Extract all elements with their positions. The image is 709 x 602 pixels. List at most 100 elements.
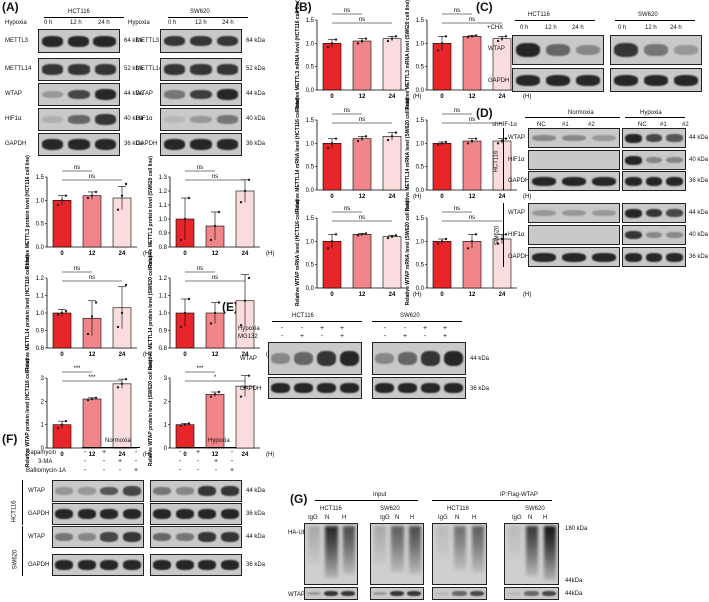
a-kda-wtap-1: 44 kDa — [124, 91, 144, 97]
bar — [352, 234, 372, 289]
data-point — [183, 423, 187, 426]
y-tick-label: 0.5 — [306, 65, 315, 71]
e-kda-44: 44 kDa — [470, 356, 490, 362]
significance-label: ns — [197, 165, 203, 171]
a-kda-gapdh-2: 36 kDa — [246, 141, 266, 147]
f-line-n — [82, 447, 140, 448]
data-point — [330, 42, 334, 45]
e-hyp: Hypoxia — [238, 326, 260, 332]
x-tick-label: 24 — [499, 94, 506, 100]
significance-label: ns — [89, 174, 95, 180]
y-axis-label: Relative METTL3 protein level (HCT116 ce… — [25, 155, 31, 269]
data-point — [64, 419, 68, 423]
c-blot-wtap-hct — [512, 35, 604, 65]
bar — [462, 140, 482, 191]
f-cell-hct: HCT116 — [11, 500, 18, 523]
a-blot-mettl3-hct — [38, 29, 120, 53]
a-row-hif-2: HIF1α — [136, 116, 153, 122]
a-time-24-2: 24 h — [222, 20, 234, 26]
data-point — [330, 240, 334, 243]
c-chx: +CHX — [487, 25, 504, 31]
data-point — [64, 194, 68, 197]
a-row-gapdh-2: GAPDH — [136, 141, 158, 147]
d-row-wtap-0: WTAP — [508, 135, 525, 141]
c-time-1: 12 h — [545, 25, 557, 31]
data-point — [116, 386, 120, 389]
d-bracket-sw — [503, 203, 504, 267]
c-line-hct — [515, 20, 595, 21]
x-tick-label: 0 — [440, 94, 444, 100]
data-point — [470, 240, 474, 243]
y-tick-label: 2 — [41, 399, 45, 405]
data-point — [330, 142, 334, 145]
data-point — [120, 311, 124, 315]
a-blot-mettl14-sw — [160, 58, 242, 81]
data-point — [60, 311, 64, 315]
y-tick-label: 0.5 — [416, 65, 425, 71]
data-point — [209, 238, 213, 242]
d-blot-wtap-n-3 — [528, 203, 620, 223]
x-tick-label: 12 — [212, 352, 219, 358]
a-row-wtap-2: WTAP — [136, 91, 153, 97]
y-tick-label: 0.8 — [159, 346, 168, 352]
f-kda-0: 44 kDa — [246, 488, 266, 494]
y-tick-label: 1.2 — [159, 276, 168, 282]
e-sign-hyp-3: + — [339, 325, 345, 332]
chart-b-wtap-sw620: 0.0 0.5 1.0 1.5 0 12 24 (H) ns ns Relative WTAP mR… — [405, 200, 531, 305]
d-row-gapdh-5: GAPDH — [508, 254, 530, 260]
significance-label: ns — [74, 165, 80, 171]
y-tick-label: 0.9 — [36, 329, 45, 335]
data-point — [120, 194, 124, 197]
y-tick-label: 2 — [164, 399, 168, 405]
bar — [432, 241, 452, 289]
data-point — [239, 395, 243, 398]
f-rapa: Rapamycin — [26, 450, 57, 456]
x-unit-label: (H) — [523, 94, 531, 100]
significance-label: *** — [73, 366, 81, 372]
a-time-12-2: 12 h — [195, 20, 207, 26]
x-unit-label: (H) — [413, 292, 421, 298]
data-point — [356, 139, 360, 143]
d-kda-5: 36 kDa — [689, 254, 709, 260]
y-tick-label: 0.8 — [159, 245, 168, 251]
a-row-mettl14-1: METTL14 — [5, 66, 32, 72]
data-point — [124, 283, 128, 287]
data-point — [94, 190, 98, 194]
c-time-0: 0 h — [520, 25, 529, 31]
y-tick-label: 1.5 — [416, 216, 425, 222]
bar — [322, 143, 342, 191]
panel-label-a: (A) — [2, 0, 19, 14]
d-blot-gapdh-n-5 — [528, 247, 620, 267]
chart-b-mettl3-hct116: 0.0 0.5 1.0 1.5 0 12 24 (H) ns ns Relative METTL3 … — [295, 0, 421, 111]
g-kda-44b: 44kDa — [565, 591, 583, 597]
g-blot-haub-input-sw — [370, 523, 424, 585]
y-tick-label: 0 — [164, 446, 168, 452]
data-point — [386, 39, 390, 43]
significance-label: ns — [212, 275, 218, 281]
a-blot-wtap-sw — [160, 83, 242, 106]
data-point — [390, 235, 394, 238]
bar — [82, 195, 102, 248]
f-blot-wtap-h-2 — [150, 526, 242, 548]
data-point — [187, 196, 191, 200]
x-tick-label: 0 — [440, 194, 444, 200]
f-blot-gapdh-n-1 — [52, 503, 144, 525]
d-sample-2: #2 — [588, 122, 595, 128]
data-point — [470, 139, 474, 143]
d-blot-gapdh-n-2 — [528, 171, 620, 191]
e-sign-hyp-1: - — [300, 325, 304, 332]
significance-label: ns — [359, 17, 365, 23]
e-sign-mg-2: - — [320, 333, 324, 340]
data-point — [243, 386, 247, 389]
c-row-wtap: WTAP — [488, 46, 505, 52]
y-tick-label: 0.5 — [306, 165, 315, 171]
data-point — [444, 237, 448, 241]
y-axis-label: Relative WTAP mRNA level (HCT116 cell li… — [295, 199, 301, 306]
e-sign-mg-0: - — [280, 333, 284, 340]
g-cell-hct-1: HCT116 — [320, 506, 342, 512]
a-kda-hif-1: 40 kDa — [124, 116, 144, 122]
y-tick-label: 1.5 — [416, 18, 425, 24]
significance-label: ns — [89, 275, 95, 281]
g-lane-10: N — [528, 515, 533, 521]
